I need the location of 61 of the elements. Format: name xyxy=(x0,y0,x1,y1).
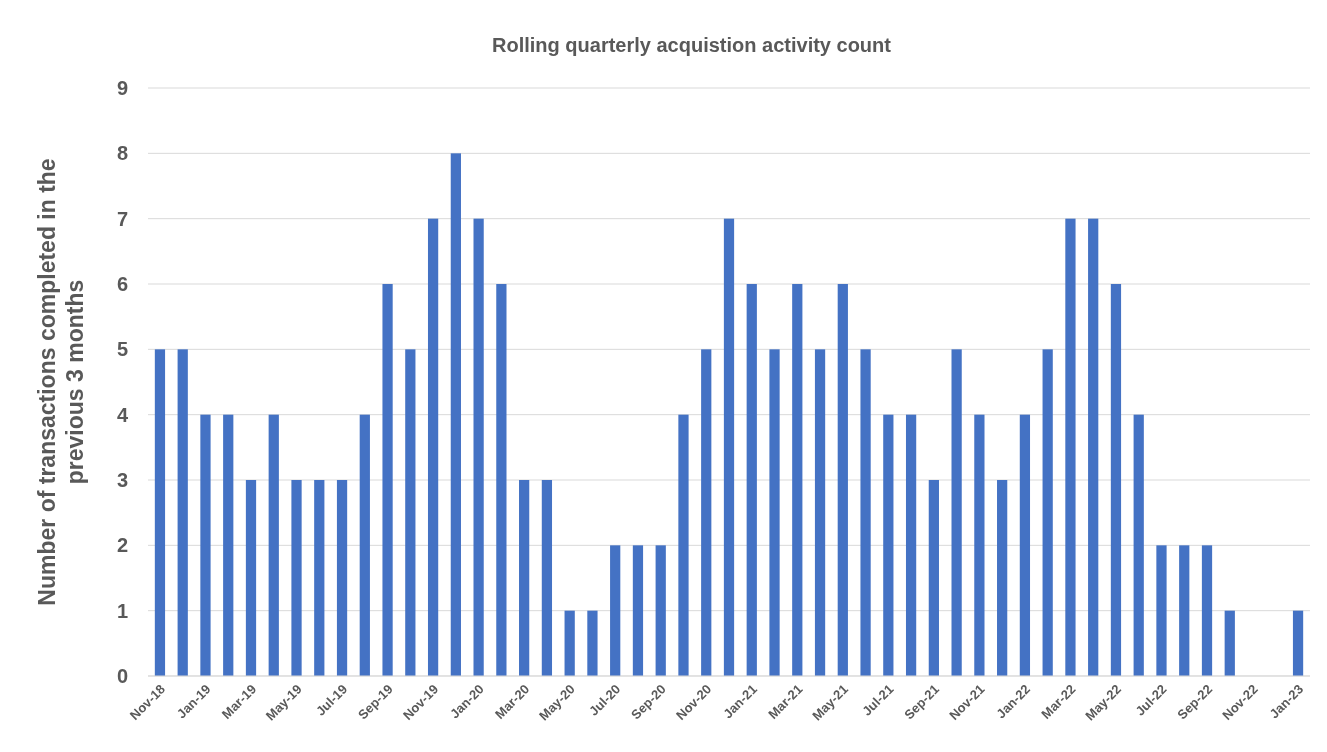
bar xyxy=(1088,218,1099,676)
bar xyxy=(769,349,780,676)
y-tick-label: 5 xyxy=(116,338,128,361)
y-tick-label: 4 xyxy=(116,403,129,426)
bar xyxy=(1019,414,1031,676)
bar xyxy=(359,414,370,676)
bar xyxy=(1065,218,1076,676)
y-axis-title: Number of transactions completed in the previous 3 months xyxy=(34,158,88,606)
bar xyxy=(1201,545,1213,676)
bar xyxy=(837,284,848,676)
bar xyxy=(587,610,598,676)
bar xyxy=(473,218,484,676)
bar xyxy=(519,480,530,676)
bar xyxy=(1042,349,1053,676)
bar xyxy=(814,349,826,676)
bar xyxy=(1179,545,1190,676)
bar xyxy=(860,349,871,676)
bar xyxy=(496,284,507,676)
bar xyxy=(427,218,439,676)
y-tick-label: 6 xyxy=(116,273,128,295)
bar xyxy=(450,153,461,676)
y-tick-label: 2 xyxy=(116,534,128,557)
bar xyxy=(905,414,917,676)
bar xyxy=(678,414,689,676)
bar xyxy=(723,218,735,676)
bar xyxy=(746,284,757,676)
bar xyxy=(997,480,1008,676)
bar xyxy=(928,480,939,676)
chart-title: Rolling quarterly acquistion activity count xyxy=(492,34,892,56)
bar xyxy=(223,414,234,676)
bar xyxy=(405,349,416,676)
y-tick-label: 7 xyxy=(116,207,128,230)
y-tick-label: 0 xyxy=(116,665,128,687)
bar xyxy=(792,284,803,676)
bar xyxy=(1110,284,1122,676)
y-tick-label: 1 xyxy=(116,599,128,622)
bar xyxy=(291,480,302,676)
bar xyxy=(336,480,348,676)
bar xyxy=(1133,414,1144,676)
bar xyxy=(382,284,393,676)
bar xyxy=(200,414,211,676)
bar xyxy=(564,610,575,676)
bar xyxy=(1292,610,1304,676)
bar xyxy=(245,480,257,676)
y-tick-label: 8 xyxy=(116,142,128,165)
bar xyxy=(951,349,962,676)
bar xyxy=(655,545,666,676)
y-tick-label: 9 xyxy=(116,77,128,99)
bar xyxy=(883,414,894,676)
bar xyxy=(974,414,985,676)
y-tick-label: 3 xyxy=(116,469,128,491)
bar xyxy=(632,545,644,676)
bar xyxy=(314,480,325,676)
bar xyxy=(701,349,712,676)
bar xyxy=(154,349,166,676)
bar xyxy=(177,349,188,676)
bar xyxy=(1156,545,1167,676)
bar xyxy=(268,414,279,676)
bar xyxy=(1224,610,1235,676)
bar xyxy=(610,545,621,676)
bar xyxy=(541,480,553,676)
